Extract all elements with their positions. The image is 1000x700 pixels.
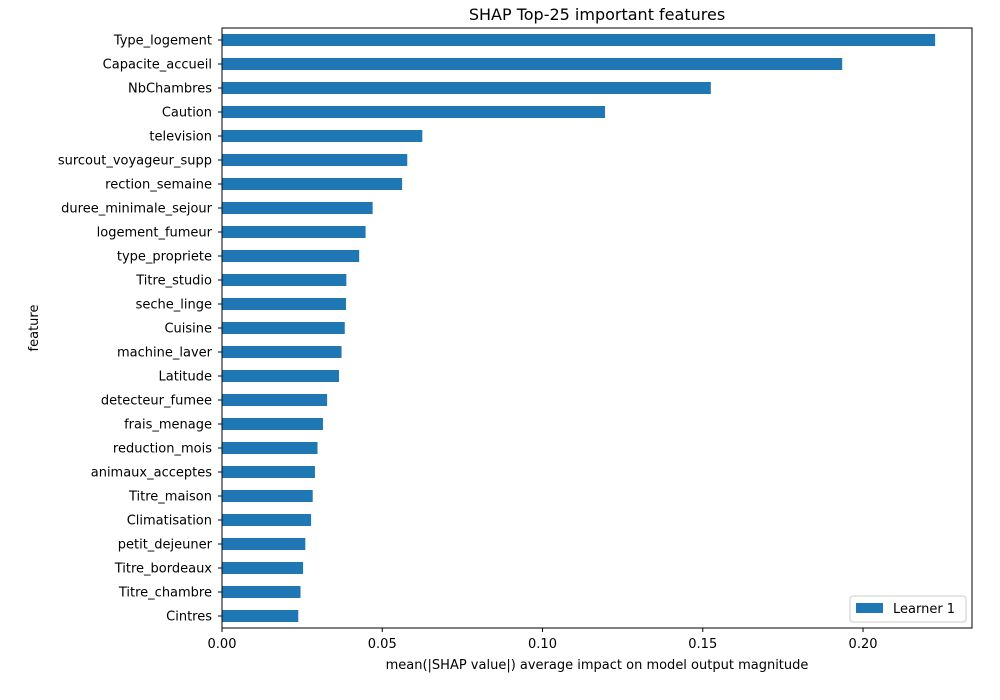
- y-tick-label: NbChambres: [128, 82, 212, 97]
- bar-seche_linge: [222, 298, 347, 310]
- y-tick-label: Type_logement: [113, 34, 212, 49]
- y-ticks-group: Type_logement Capacite_accueil NbChambres C…: [58, 34, 222, 625]
- bar-NbChambres: [222, 82, 711, 94]
- bar-Titre_chambre: [222, 586, 301, 598]
- bar-machine_laver: [222, 346, 342, 358]
- bar-Titre_maison: [222, 490, 313, 502]
- y-tick-label: seche_linge: [136, 298, 212, 313]
- bar-animaux_acceptes: [222, 466, 315, 478]
- bar-petit_dejeuner: [222, 538, 306, 550]
- y-tick-label: Latitude: [158, 370, 212, 385]
- legend: Learner 1: [849, 595, 967, 623]
- y-tick-label: Titre_bordeaux: [114, 562, 213, 577]
- x-axis-label: mean(|SHAP value|) average impact on mod…: [386, 658, 809, 673]
- x-tick-label: 0.00: [208, 637, 237, 652]
- x-tick-label: 0.20: [849, 637, 878, 652]
- y-tick-label: Titre_chambre: [118, 586, 212, 601]
- legend-label: Learner 1: [893, 602, 955, 617]
- x-ticks-group: 0.00 0.05 0.10 0.15 0.20: [208, 628, 878, 652]
- x-tick-label: 0.15: [688, 637, 717, 652]
- chart-title: SHAP Top-25 important features: [469, 5, 725, 24]
- y-tick-label: detecteur_fumee: [101, 394, 212, 409]
- y-tick-label: reduction_mois: [113, 442, 212, 457]
- bar-Titre_studio: [222, 274, 347, 286]
- legend-box: [849, 595, 967, 623]
- bar-Capacite_accueil: [222, 58, 843, 70]
- y-tick-label: rection_semaine: [105, 178, 212, 193]
- y-tick-label: television: [149, 130, 212, 145]
- bar-frais_menage: [222, 418, 323, 430]
- y-tick-label: Cintres: [166, 610, 212, 625]
- bar-Cuisine: [222, 322, 345, 334]
- y-tick-label: Climatisation: [127, 514, 212, 529]
- y-tick-label: logement_fumeur: [97, 226, 213, 241]
- bar-logement_fumeur: [222, 226, 366, 238]
- y-tick-label: Capacite_accueil: [103, 58, 212, 73]
- y-axis-label: feature: [27, 305, 42, 352]
- bar-Climatisation: [222, 514, 312, 526]
- bar-reduction_mois: [222, 442, 318, 454]
- x-tick-label: 0.10: [528, 637, 557, 652]
- bars-group: [222, 34, 936, 622]
- bar-Cintres: [222, 610, 299, 622]
- y-tick-label: surcout_voyageur_supp: [58, 154, 212, 169]
- y-tick-label: Titre_maison: [128, 490, 212, 505]
- y-tick-label: type_propriete: [117, 250, 212, 265]
- bar-Latitude: [222, 370, 339, 382]
- bar-rection_semaine: [222, 178, 403, 190]
- y-tick-label: frais_menage: [124, 418, 212, 433]
- bar-Type_logement: [222, 34, 936, 46]
- plot-frame: [221, 27, 973, 629]
- y-tick-label: Titre_studio: [135, 274, 212, 289]
- y-tick-label: machine_laver: [117, 346, 213, 361]
- y-tick-label: Caution: [162, 106, 212, 121]
- y-tick-label: petit_dejeuner: [118, 538, 213, 553]
- y-tick-label: duree_minimale_sejour: [61, 202, 212, 217]
- bar-duree_minimale_sejour: [222, 202, 373, 214]
- bar-type_propriete: [222, 250, 360, 262]
- x-tick-label: 0.05: [368, 637, 397, 652]
- bar-Caution: [222, 106, 606, 118]
- bar-Titre_bordeaux: [222, 562, 304, 574]
- y-tick-label: Cuisine: [164, 322, 212, 337]
- bar-television: [222, 130, 423, 142]
- y-tick-label: animaux_acceptes: [91, 466, 212, 481]
- legend-swatch: [856, 603, 883, 613]
- bar-detecteur_fumee: [222, 394, 328, 406]
- bar-surcout_voyageur_supp: [222, 154, 408, 166]
